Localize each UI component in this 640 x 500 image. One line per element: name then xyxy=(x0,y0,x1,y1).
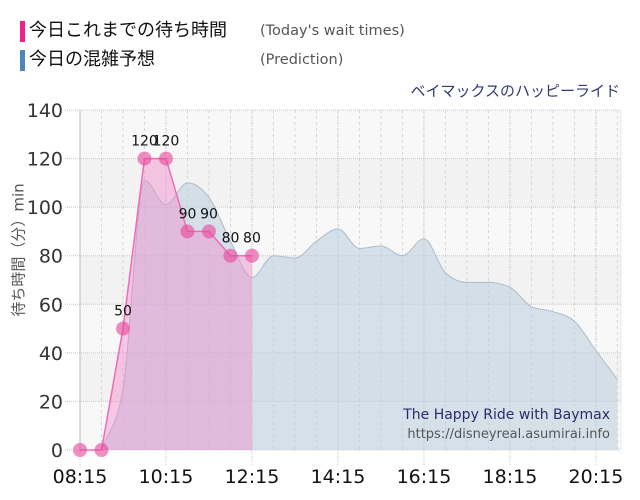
data-point xyxy=(115,321,130,336)
y-tick-label: 140 xyxy=(27,100,63,122)
legend-label-en: (Today's wait times) xyxy=(260,23,405,39)
legend-item-actual: 今日これまでの待ち時間 (Today's wait times) xyxy=(20,20,405,42)
data-point xyxy=(201,224,216,239)
data-label: 50 xyxy=(114,304,132,320)
data-point xyxy=(73,443,87,457)
y-tick-label: 60 xyxy=(39,294,63,316)
chart-title: ベイマックスのハッピーライド xyxy=(410,82,620,100)
data-point xyxy=(223,248,238,263)
y-axis-label: 待ち時間（分）min xyxy=(9,183,28,317)
watermark-title: The Happy Ride with Baymax xyxy=(403,407,610,423)
data-point xyxy=(137,151,152,166)
data-label: 80 xyxy=(243,231,261,247)
legend-swatch-prediction xyxy=(20,49,25,71)
data-label: 120 xyxy=(153,134,180,150)
data-point xyxy=(158,151,173,166)
data-label: 80 xyxy=(222,231,240,247)
data-label: 120 xyxy=(131,134,158,150)
x-tick-label: 08:15 xyxy=(53,466,108,488)
data-point xyxy=(244,248,259,263)
x-tick-label: 12:15 xyxy=(225,466,280,488)
prediction-line xyxy=(101,179,618,451)
y-tick-label: 0 xyxy=(51,440,63,462)
data-point xyxy=(94,443,109,457)
x-tick-label: 16:15 xyxy=(397,466,452,488)
legend-swatch-actual xyxy=(20,20,25,42)
y-tick-label: 120 xyxy=(27,149,63,171)
x-tick-label: 18:15 xyxy=(483,466,538,488)
x-tick-label: 20:15 xyxy=(569,466,624,488)
plot-band xyxy=(80,158,621,208)
y-tick-label: 100 xyxy=(27,197,63,219)
data-label: 90 xyxy=(179,206,197,222)
x-tick-label: 14:15 xyxy=(311,466,366,488)
watermark-url: https://disneyreal.asumirai.info xyxy=(407,427,610,442)
watermark: The Happy Ride with Baymax https://disne… xyxy=(403,405,610,445)
legend-label-en: (Prediction) xyxy=(260,52,344,68)
data-point xyxy=(180,224,195,239)
prediction-area xyxy=(101,180,618,450)
legend-item-prediction: 今日の混雑予想 (Prediction) xyxy=(20,49,343,71)
y-tick-label: 40 xyxy=(39,343,63,365)
legend-label-ja: 今日これまでの待ち時間 xyxy=(29,20,227,41)
y-tick-label: 80 xyxy=(39,246,63,268)
y-tick-label: 20 xyxy=(39,391,63,413)
legend-label-ja: 今日の混雑予想 xyxy=(29,49,155,70)
plot-band xyxy=(80,110,621,159)
x-tick-label: 10:15 xyxy=(139,466,194,488)
data-label: 90 xyxy=(200,206,218,222)
